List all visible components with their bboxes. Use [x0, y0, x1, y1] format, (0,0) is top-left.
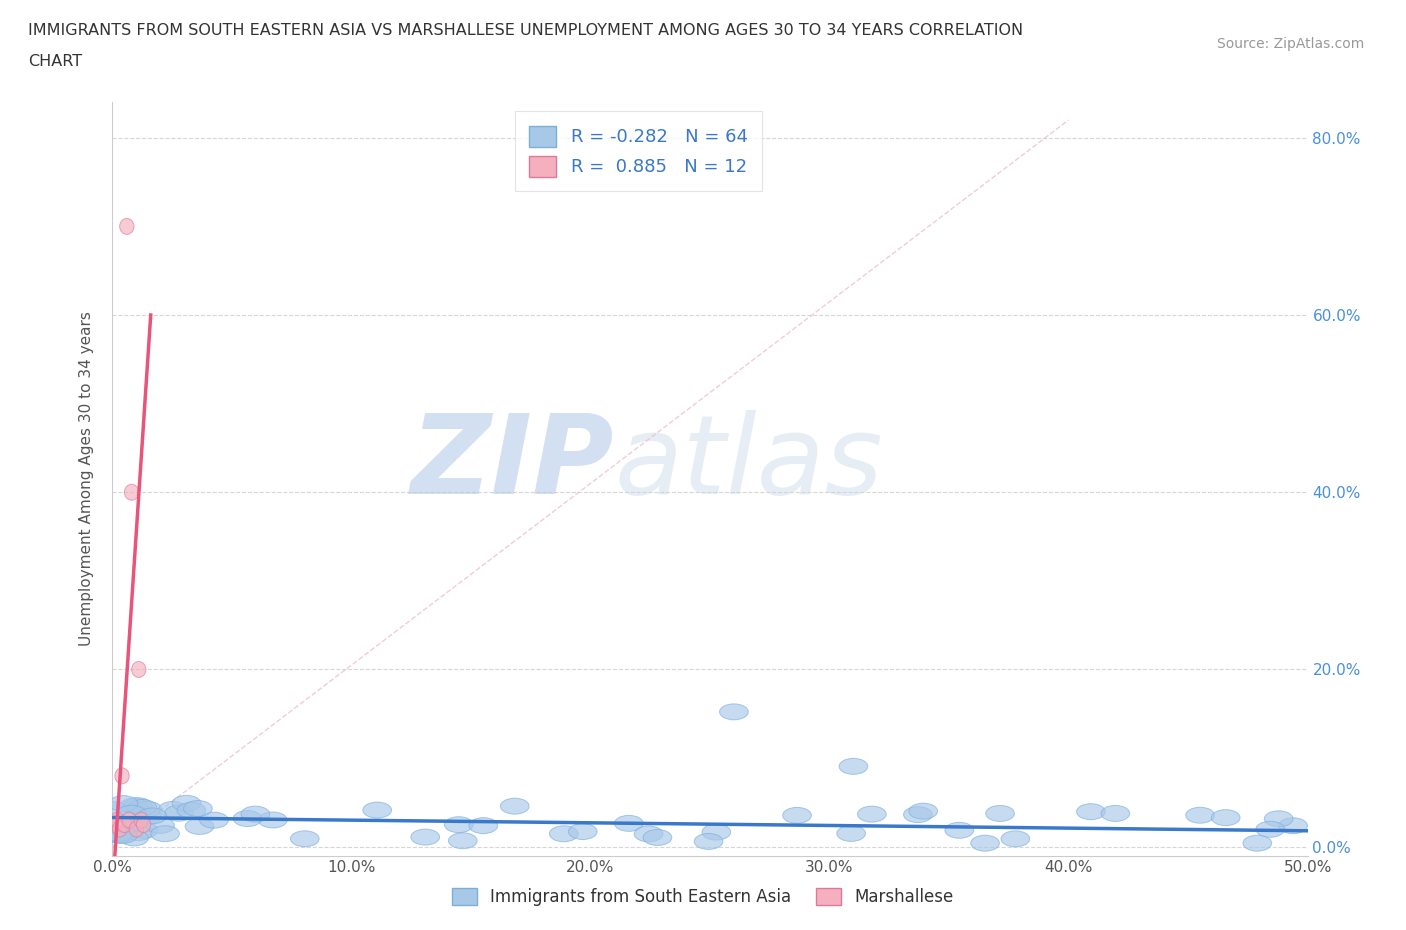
- Ellipse shape: [837, 826, 866, 842]
- Ellipse shape: [411, 829, 440, 845]
- Ellipse shape: [124, 798, 152, 814]
- Ellipse shape: [1278, 817, 1308, 833]
- Ellipse shape: [150, 826, 180, 842]
- Ellipse shape: [908, 804, 938, 819]
- Ellipse shape: [449, 832, 477, 849]
- Ellipse shape: [177, 803, 205, 818]
- Ellipse shape: [1077, 804, 1105, 819]
- Text: Source: ZipAtlas.com: Source: ZipAtlas.com: [1216, 37, 1364, 51]
- Ellipse shape: [240, 806, 270, 822]
- Ellipse shape: [165, 805, 193, 821]
- Ellipse shape: [363, 802, 391, 818]
- Ellipse shape: [1212, 810, 1240, 826]
- Ellipse shape: [104, 825, 134, 842]
- Y-axis label: Unemployment Among Ages 30 to 34 years: Unemployment Among Ages 30 to 34 years: [79, 312, 94, 646]
- Text: CHART: CHART: [28, 54, 82, 69]
- Ellipse shape: [110, 795, 138, 812]
- Ellipse shape: [550, 826, 578, 842]
- Ellipse shape: [129, 822, 157, 838]
- Ellipse shape: [200, 812, 228, 828]
- Text: IMMIGRANTS FROM SOUTH EASTERN ASIA VS MARSHALLESE UNEMPLOYMENT AMONG AGES 30 TO : IMMIGRANTS FROM SOUTH EASTERN ASIA VS MA…: [28, 23, 1024, 38]
- Ellipse shape: [1001, 830, 1029, 847]
- Ellipse shape: [117, 805, 146, 821]
- Ellipse shape: [172, 795, 201, 811]
- Ellipse shape: [501, 798, 529, 814]
- Ellipse shape: [132, 661, 146, 677]
- Ellipse shape: [122, 812, 136, 828]
- Ellipse shape: [444, 817, 474, 832]
- Ellipse shape: [839, 758, 868, 775]
- Ellipse shape: [136, 817, 150, 832]
- Ellipse shape: [110, 812, 125, 828]
- Ellipse shape: [291, 830, 319, 846]
- Ellipse shape: [115, 768, 129, 784]
- Legend: R = -0.282   N = 64, R =  0.885   N = 12: R = -0.282 N = 64, R = 0.885 N = 12: [515, 112, 762, 191]
- Ellipse shape: [159, 802, 187, 817]
- Ellipse shape: [104, 827, 132, 843]
- Text: ZIP: ZIP: [411, 410, 614, 517]
- Ellipse shape: [1185, 807, 1215, 823]
- Ellipse shape: [904, 806, 932, 822]
- Ellipse shape: [129, 821, 143, 837]
- Ellipse shape: [695, 833, 723, 849]
- Ellipse shape: [1264, 811, 1294, 827]
- Ellipse shape: [124, 825, 153, 841]
- Ellipse shape: [720, 704, 748, 720]
- Ellipse shape: [614, 816, 643, 831]
- Ellipse shape: [104, 816, 134, 831]
- Ellipse shape: [111, 818, 141, 835]
- Ellipse shape: [643, 830, 672, 845]
- Ellipse shape: [98, 802, 128, 817]
- Ellipse shape: [105, 827, 135, 843]
- Ellipse shape: [1101, 805, 1129, 821]
- Ellipse shape: [120, 219, 134, 234]
- Ellipse shape: [108, 817, 122, 832]
- Ellipse shape: [120, 798, 148, 814]
- Ellipse shape: [138, 808, 166, 824]
- Ellipse shape: [568, 824, 598, 840]
- Text: atlas: atlas: [614, 410, 883, 517]
- Ellipse shape: [112, 821, 127, 837]
- Ellipse shape: [125, 485, 139, 500]
- Ellipse shape: [184, 801, 212, 817]
- Ellipse shape: [970, 835, 1000, 851]
- Ellipse shape: [858, 806, 886, 822]
- Ellipse shape: [945, 822, 973, 838]
- Ellipse shape: [134, 812, 149, 828]
- Ellipse shape: [1243, 835, 1271, 851]
- Ellipse shape: [134, 802, 162, 817]
- Ellipse shape: [146, 817, 174, 833]
- Ellipse shape: [783, 807, 811, 823]
- Legend: Immigrants from South Eastern Asia, Marshallese: Immigrants from South Eastern Asia, Mars…: [446, 881, 960, 912]
- Ellipse shape: [470, 817, 498, 833]
- Ellipse shape: [1256, 821, 1285, 837]
- Ellipse shape: [132, 809, 160, 825]
- Ellipse shape: [114, 817, 142, 833]
- Ellipse shape: [634, 826, 662, 842]
- Ellipse shape: [259, 812, 287, 828]
- Ellipse shape: [702, 824, 731, 840]
- Ellipse shape: [233, 811, 262, 827]
- Ellipse shape: [108, 828, 138, 844]
- Ellipse shape: [986, 805, 1014, 821]
- Ellipse shape: [186, 818, 214, 834]
- Ellipse shape: [117, 817, 132, 832]
- Ellipse shape: [120, 830, 149, 846]
- Ellipse shape: [128, 800, 156, 816]
